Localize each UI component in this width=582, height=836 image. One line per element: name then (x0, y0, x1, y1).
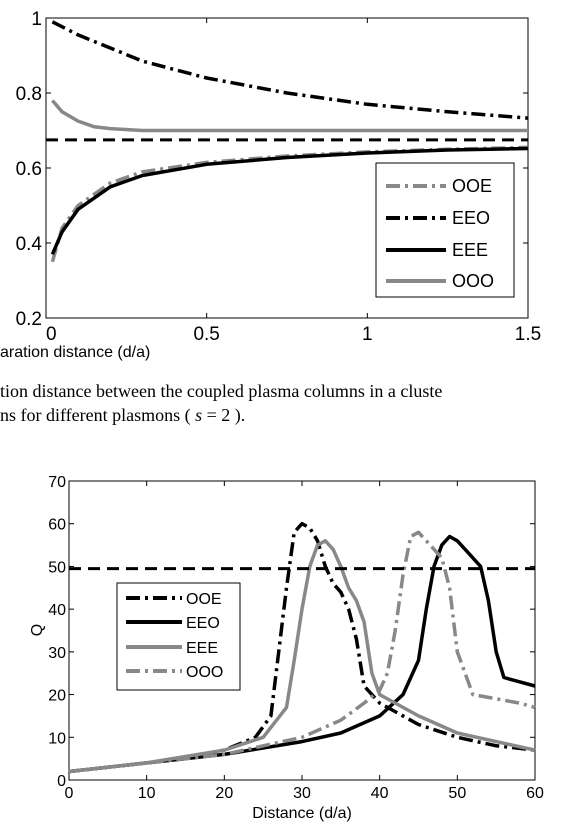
legend-label-ooe: OOE (452, 176, 492, 196)
x-ticks-top: 0 0.5 1 1.5 (45, 18, 541, 345)
x-axis-label-top: aration distance (d/a) (0, 344, 150, 361)
x-tick-label: 10 (138, 785, 156, 802)
y-tick-label: 0.2 (16, 309, 42, 330)
legend-label-ooo: OOO (452, 271, 494, 291)
x-tick-label: 0 (46, 324, 57, 345)
y-tick-label: 40 (48, 602, 66, 619)
x-tick-label: 1.5 (515, 324, 541, 345)
y-tick-label: 20 (48, 688, 66, 705)
caption-text: ns for different plasmons ( (0, 405, 196, 425)
legend-label-ooo-b: OOO (186, 664, 223, 681)
y-tick-label: 70 (48, 474, 66, 491)
x-tick-label: 1 (362, 324, 373, 345)
y-ticks-top: 0.2 0.4 0.6 0.8 1 (16, 9, 528, 330)
series-line-eee-bottom (68, 539, 536, 774)
series-line-ooe-top (50, 145, 529, 263)
legend-label-eeo: EEO (452, 208, 490, 228)
x-tick-label: 60 (526, 785, 544, 802)
y-tick-label: 1 (31, 9, 42, 30)
series-line-eeo-top (51, 20, 529, 120)
y-tick-label: 30 (48, 645, 66, 662)
legend-label-ooe-b: OOE (186, 591, 222, 608)
caption-text-end: = 2 ). (202, 405, 246, 425)
y-tick-label: 0.6 (16, 159, 42, 180)
chart-bottom: 0 10 20 30 40 50 60 0 10 20 30 40 50 60 70 Distance (… (29, 474, 544, 822)
legend-label-eee-b: EEE (186, 640, 218, 657)
x-tick-label: 0 (65, 785, 74, 802)
figure-caption-line-1: tion distance between the coupled plasma… (0, 381, 443, 401)
legend-label-eee: EEE (452, 240, 488, 260)
series-line-ooe-bottom (68, 521, 536, 774)
y-tick-label: 50 (48, 559, 66, 576)
caption-variable: s (195, 405, 203, 425)
x-ticks-bottom: 0 10 20 30 40 50 60 (65, 481, 544, 802)
legend-top: OOE EEO EEE OOO (375, 162, 515, 298)
x-axis-label-bottom: Distance (d/a) (252, 805, 352, 822)
y-axis-label-bottom: Q (29, 624, 46, 636)
y-tick-label: 0 (57, 773, 66, 790)
series-line-ooo-bottom (68, 530, 536, 774)
y-ticks-bottom: 0 10 20 30 40 50 60 70 (48, 474, 535, 790)
x-tick-label: 20 (215, 785, 233, 802)
y-tick-label: 60 (48, 517, 66, 534)
legend-bottom: OOE EEO EEE OOO (116, 582, 241, 691)
y-tick-label: 10 (48, 730, 66, 747)
legend-label-eeo-b: EEO (186, 615, 220, 632)
x-tick-label: 30 (293, 785, 311, 802)
series-line-eeo-bottom (68, 534, 536, 774)
chart-top: 0 0.5 1 1.5 0.2 0.4 0.6 0.8 1 aration distance … (0, 9, 541, 361)
series-group-bottom (68, 521, 536, 774)
x-tick-label: 50 (448, 785, 466, 802)
series-line-ooo-top (51, 99, 528, 133)
x-tick-label: 40 (371, 785, 389, 802)
x-tick-label: 0.5 (193, 324, 219, 345)
figure-caption-line-2: ns for different plasmons ( s = 2 ). (0, 404, 245, 426)
y-tick-label: 0.4 (16, 234, 43, 255)
series-line-eee-top (50, 146, 529, 255)
series-group-top (46, 20, 529, 263)
y-tick-label: 0.8 (16, 84, 42, 105)
